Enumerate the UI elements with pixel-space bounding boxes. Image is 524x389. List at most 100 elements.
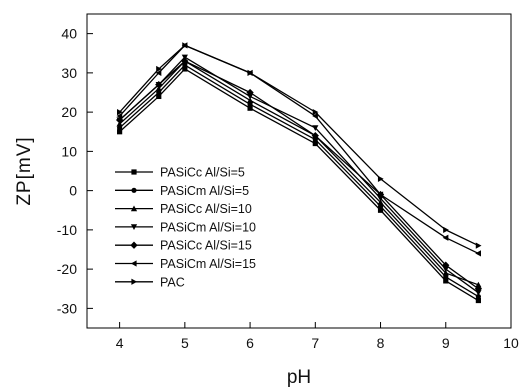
data-point xyxy=(181,54,188,61)
data-point xyxy=(443,278,449,284)
data-point xyxy=(155,69,162,76)
y-tick-label: 0 xyxy=(69,183,77,199)
data-point xyxy=(246,88,254,97)
legend-label: PASiCc Al/Si=10 xyxy=(160,202,252,216)
data-point xyxy=(377,207,384,213)
x-axis-title: pH xyxy=(287,367,311,388)
legend-item: PASiCc Al/Si=15 xyxy=(115,239,252,253)
data-point xyxy=(156,65,162,73)
data-point xyxy=(182,62,188,68)
series-line xyxy=(119,44,479,255)
legend-label: PASiCm Al/Si=15 xyxy=(160,257,256,271)
data-point xyxy=(475,242,482,249)
y-tick-label: -20 xyxy=(57,261,77,277)
x-tick-label: 8 xyxy=(377,335,385,351)
x-tick-label: 5 xyxy=(181,335,189,351)
series-line xyxy=(119,64,479,298)
legend-marker xyxy=(130,224,138,231)
legend-label: PASiCc Al/Si=15 xyxy=(160,239,252,253)
legend-label: PASiCc Al/Si=5 xyxy=(160,166,245,180)
data-point xyxy=(116,120,123,127)
data-point xyxy=(443,274,449,280)
data-point xyxy=(312,125,319,131)
series-line xyxy=(119,60,479,286)
x-tick-label: 4 xyxy=(116,335,124,351)
legend-marker xyxy=(131,278,138,285)
legend-marker xyxy=(131,169,137,175)
series-2 xyxy=(117,62,481,300)
data-point xyxy=(475,281,482,288)
data-point xyxy=(312,137,318,143)
data-point xyxy=(442,269,449,276)
data-point xyxy=(246,93,254,100)
series-line xyxy=(119,60,479,290)
legend-item: PASiCc Al/Si=10 xyxy=(115,202,252,216)
data-point xyxy=(117,109,123,116)
data-point xyxy=(442,234,449,241)
legend-marker xyxy=(131,187,137,193)
data-point xyxy=(156,93,162,100)
data-point xyxy=(155,81,163,89)
legend-marker xyxy=(130,205,138,212)
data-point xyxy=(182,66,188,72)
data-point xyxy=(475,250,481,257)
data-point xyxy=(443,226,449,233)
x-tick-label: 7 xyxy=(311,335,319,351)
data-point xyxy=(246,97,254,103)
data-point xyxy=(474,285,483,293)
data-point xyxy=(377,175,384,182)
legend-marker xyxy=(130,241,138,249)
data-point xyxy=(155,85,162,92)
legend-item: PASiCm Al/Si=15 xyxy=(115,257,256,271)
legend-item: PAC xyxy=(115,275,185,289)
series-1 xyxy=(117,66,481,304)
y-tick-label: -30 xyxy=(57,300,77,316)
series-line xyxy=(119,68,479,302)
legend: PASiCc Al/Si=5 PASiCm Al/Si=5 PASiCc Al/Si… xyxy=(115,166,256,289)
data-point xyxy=(442,261,450,269)
data-point xyxy=(312,109,319,116)
data-point xyxy=(475,297,481,304)
data-point xyxy=(312,140,318,147)
data-point xyxy=(117,125,123,131)
y-tick-label: -10 xyxy=(57,222,77,238)
series-lines xyxy=(115,42,483,304)
legend-item: PASiCm Al/Si=5 xyxy=(115,184,249,198)
series-7 xyxy=(117,42,482,249)
data-point xyxy=(377,203,384,209)
axis-ticks: 4 5 6 7 8 9 10 40 30 20 10 0 -10 -20 -30 xyxy=(57,26,519,351)
legend-label: PASiCm Al/Si=10 xyxy=(160,220,256,234)
x-tick-label: 6 xyxy=(246,335,254,351)
data-point xyxy=(475,290,482,296)
y-axis-title: ZP[mV] xyxy=(14,136,35,205)
legend-item: PASiCc Al/Si=5 xyxy=(115,166,245,180)
y-tick-label: 10 xyxy=(61,143,77,159)
data-point xyxy=(247,101,253,107)
y-tick-label: 30 xyxy=(61,65,77,81)
data-point xyxy=(247,105,253,111)
x-tick-label: 10 xyxy=(503,335,519,351)
data-point xyxy=(442,266,449,273)
legend-marker xyxy=(130,260,137,267)
y-tick-label: 20 xyxy=(61,104,77,120)
data-point xyxy=(312,112,318,120)
x-tick-label: 9 xyxy=(442,335,450,351)
data-point xyxy=(156,89,162,96)
data-point xyxy=(311,132,319,140)
series-line xyxy=(119,44,479,247)
data-point xyxy=(377,191,384,198)
data-point xyxy=(377,199,384,205)
series-6 xyxy=(116,42,481,257)
data-point xyxy=(377,195,384,202)
data-point xyxy=(181,57,189,65)
legend-label: PASiCm Al/Si=5 xyxy=(160,184,249,198)
data-point xyxy=(116,112,123,120)
data-point xyxy=(182,42,188,49)
legend-item: PASiCm Al/Si=10 xyxy=(115,220,256,234)
data-point xyxy=(247,69,254,76)
data-point xyxy=(475,294,481,300)
plot-frame xyxy=(86,13,512,329)
legend-label: PAC xyxy=(160,275,185,289)
